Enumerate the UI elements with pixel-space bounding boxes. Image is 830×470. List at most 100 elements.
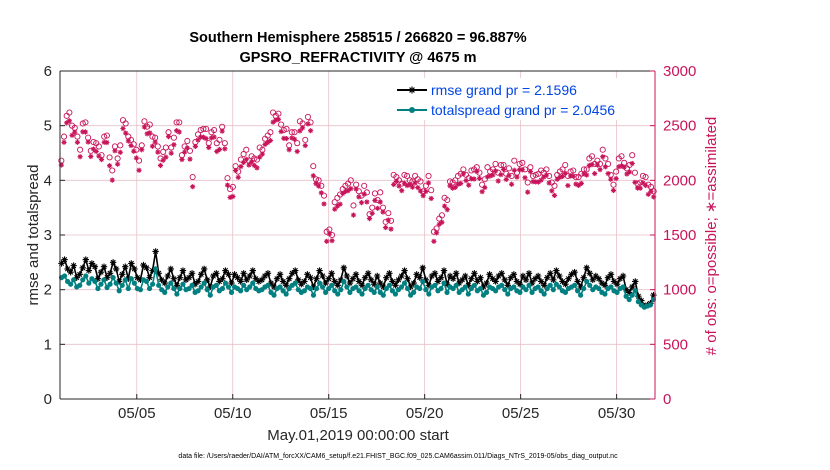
obs-assimilated-point	[388, 226, 394, 232]
obs-possible-point	[631, 169, 638, 176]
rmse-point	[610, 278, 618, 285]
rmse-point	[377, 279, 384, 287]
rmse-point	[249, 267, 256, 274]
rmse-point	[179, 267, 187, 274]
spread-point	[529, 289, 535, 295]
obs-assimilated-point	[58, 162, 64, 168]
rmse-point	[304, 271, 311, 278]
obs-assimilated-point	[530, 179, 536, 185]
obs-possible-point	[597, 160, 604, 167]
obs-possible-point	[101, 133, 108, 140]
obs-possible-point	[369, 204, 376, 211]
obs-assimilated-point	[592, 170, 598, 177]
obs-assimilated-point	[305, 121, 311, 127]
rmse-point	[383, 274, 390, 281]
obs-assimilated-point	[399, 188, 405, 194]
spread-point	[347, 289, 353, 295]
obs-assimilated-point	[182, 149, 188, 155]
obs-assimilated-point	[149, 143, 156, 149]
rmse-point	[462, 272, 469, 280]
obs-assimilated-point	[115, 161, 121, 167]
spread-point	[426, 291, 432, 297]
spread-point	[356, 288, 362, 294]
spread-point	[280, 288, 286, 294]
spread-point	[271, 292, 277, 298]
spread-point	[68, 281, 74, 287]
obs-possible-point	[618, 153, 625, 160]
obs-assimilated-point	[490, 172, 496, 178]
obs-possible-point	[331, 199, 338, 206]
spread-point	[462, 284, 468, 290]
spread-point	[420, 278, 426, 285]
spread-point	[517, 289, 523, 295]
spread-point	[371, 289, 377, 295]
rmse-point	[589, 276, 596, 284]
obs-assimilated-point	[294, 148, 300, 155]
obs-possible-point	[524, 179, 531, 186]
rmse-point	[525, 270, 533, 277]
spread-point	[207, 292, 213, 298]
obs-assimilated-point	[157, 162, 164, 169]
obs-assimilated-point	[404, 182, 410, 189]
rmse-point	[188, 270, 196, 277]
obs-assimilated-point	[353, 186, 359, 192]
rmse-point	[149, 267, 156, 274]
obs-assimilated-point	[380, 209, 386, 215]
spread-point	[608, 284, 614, 290]
rmse-point	[562, 281, 569, 288]
obs-assimilated-point	[584, 172, 590, 178]
spread-point	[204, 287, 210, 293]
rmse-point	[577, 283, 584, 291]
plot-area	[58, 109, 657, 310]
obs-possible-point	[224, 175, 231, 182]
rmse-point	[270, 283, 278, 291]
rmse-point	[586, 270, 593, 277]
spread-point	[186, 285, 192, 292]
obs-possible-point	[74, 133, 81, 140]
spread-point	[341, 278, 347, 285]
rmse-point	[155, 270, 162, 277]
obs-assimilated-point	[364, 199, 370, 205]
obs-possible-point	[264, 132, 271, 139]
obs-assimilated-point	[214, 148, 220, 155]
spread-point	[362, 285, 368, 292]
rmse-point	[146, 274, 153, 281]
obs-possible-point	[401, 171, 408, 178]
obs-possible-point	[90, 139, 97, 146]
spread-point	[438, 285, 444, 292]
spread-point	[201, 280, 207, 286]
obs-assimilated-point	[98, 156, 105, 163]
rmse-point	[79, 264, 86, 271]
obs-assimilated-point	[401, 180, 408, 186]
spread-point	[535, 284, 541, 290]
y-right-tick-label: 0	[663, 391, 671, 408]
spread-point	[156, 282, 162, 288]
rmse-point	[322, 279, 329, 287]
y-right-tick-label: 500	[663, 336, 688, 353]
spread-point	[110, 275, 116, 281]
rmse-point	[176, 274, 184, 281]
obs-possible-point	[570, 167, 577, 174]
obs-possible-point	[476, 169, 483, 176]
obs-assimilated-point	[139, 147, 145, 153]
rmse-point	[486, 271, 493, 278]
spread-point	[313, 285, 320, 292]
y-tick-label: 3	[44, 227, 52, 244]
obs-assimilated-point	[608, 176, 614, 182]
obs-possible-point	[452, 177, 459, 184]
obs-possible-point	[639, 172, 646, 180]
obs-assimilated-point	[85, 139, 91, 145]
x-tick-label: 05/10	[214, 405, 252, 422]
rmse-point	[298, 281, 305, 288]
spread-point	[335, 291, 341, 297]
obs-assimilated-point	[350, 212, 357, 218]
rmse-point	[173, 282, 181, 289]
rmse-point	[613, 281, 621, 288]
obs-possible-point	[334, 194, 341, 201]
rmse-point	[252, 275, 260, 282]
legend-rmse-marker	[397, 86, 427, 94]
spread-point	[195, 288, 201, 294]
obs-possible-point	[355, 188, 362, 195]
spread-point	[383, 285, 389, 292]
obs-possible-point	[170, 134, 177, 141]
